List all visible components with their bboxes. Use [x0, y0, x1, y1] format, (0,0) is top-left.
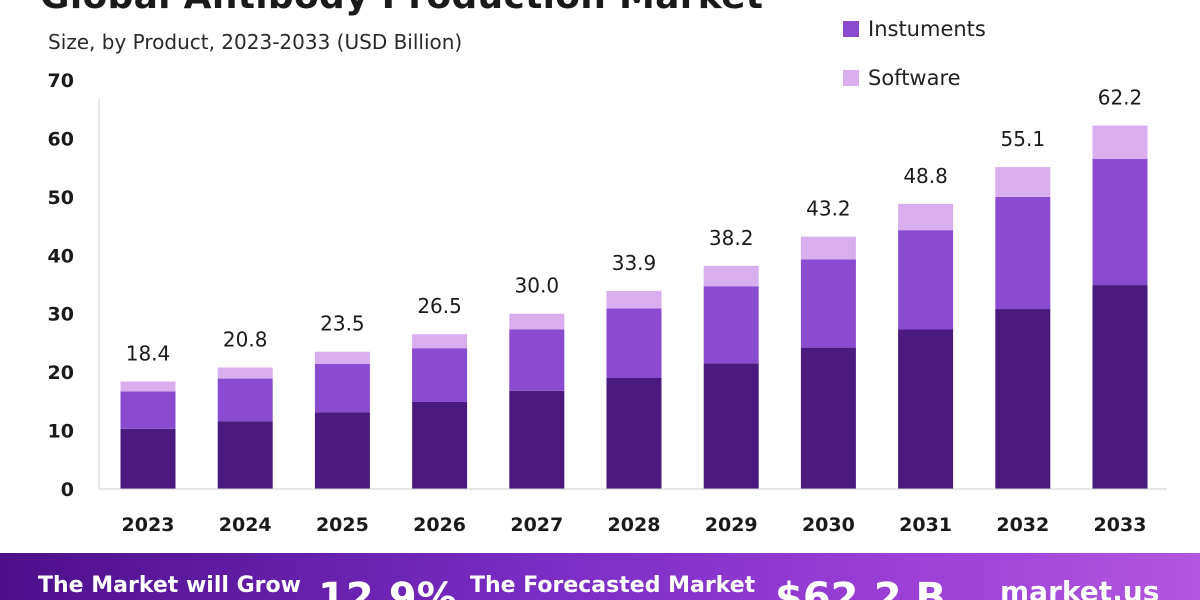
bar-segment-instruments	[1092, 158, 1148, 286]
bar-segment-instruments	[217, 378, 273, 422]
bar-total-label: 20.8	[223, 327, 268, 351]
x-tick-label: 2029	[705, 514, 758, 536]
banner-brand-logo[interactable]: market.us	[1000, 575, 1160, 600]
bar-segment-base	[120, 428, 176, 489]
bar-total-label: 33.9	[612, 251, 657, 275]
bar-segment-base	[606, 377, 662, 489]
bar-segment-instruments	[995, 196, 1051, 310]
x-tick-label: 2028	[608, 514, 661, 536]
bar-segment-base	[314, 412, 370, 489]
bar-segment-software	[314, 351, 370, 364]
banner-forecast-text: The Forecasted Market	[470, 573, 756, 598]
bar-total-label: 38.2	[709, 226, 754, 250]
banner-forecast-value: $62.2 B	[775, 575, 946, 600]
x-tick-label: 2025	[316, 514, 369, 536]
bar-segment-software	[217, 367, 273, 379]
bar-segment-software	[120, 381, 176, 392]
bar-segment-base	[995, 309, 1051, 489]
bar-segment-instruments	[412, 348, 468, 402]
chart-legend: Instuments Software	[843, 16, 986, 114]
y-tick-label: 0	[61, 479, 74, 501]
legend-item-software: Software	[843, 65, 986, 91]
bar-total-label: 48.8	[903, 164, 948, 188]
bar-total-label: 62.2	[1098, 86, 1143, 110]
y-tick-label: 20	[48, 362, 74, 384]
x-tick-label: 2033	[1094, 514, 1147, 536]
y-tick-label: 30	[48, 304, 74, 326]
bar-segment-instruments	[314, 363, 370, 413]
bar-segment-instruments	[898, 230, 954, 330]
bar-segment-instruments	[509, 329, 565, 391]
bar-segment-base	[800, 347, 856, 489]
chart-subtitle: Size, by Product, 2023-2033 (USD Billion…	[48, 30, 463, 54]
y-tick-label: 10	[48, 421, 74, 443]
bar-total-label: 18.4	[126, 341, 171, 365]
y-tick-label: 50	[48, 187, 74, 209]
bar-segment-base	[217, 421, 273, 489]
bar-segment-software	[995, 167, 1051, 197]
total-labels: 18.4 20.8 23.5 26.5 30.0 33.9 38.2 43.2 48.8 55.1…	[126, 86, 1143, 366]
bar-total-label: 55.1	[1001, 127, 1046, 151]
legend-swatch-software	[843, 70, 859, 86]
y-tick-label: 70	[48, 70, 74, 92]
bar-segment-base	[412, 401, 468, 489]
x-tick-label: 2026	[413, 514, 466, 536]
x-tick-label: 2027	[510, 514, 563, 536]
bar-segment-base	[509, 390, 565, 489]
y-tick-label: 40	[48, 245, 74, 267]
x-tick-label: 2030	[802, 514, 855, 536]
bar-segment-instruments	[800, 259, 856, 348]
x-tick-label: 2031	[899, 514, 952, 536]
x-axis: 2023 2024 2025 2026 2027 2028 2029 2030 2031 2032…	[99, 488, 1167, 536]
bar-segment-software	[898, 203, 954, 231]
chart-title: Global Antibody Production Market	[40, 0, 763, 17]
bar-segment-software	[606, 290, 662, 309]
bars	[120, 125, 1148, 489]
y-axis: 0 10 20 30 40 50 60 70	[48, 70, 100, 501]
bar-total-label: 23.5	[320, 312, 365, 336]
bar-segment-software	[800, 236, 856, 260]
bar-total-label: 30.0	[515, 274, 560, 298]
bar-segment-instruments	[606, 308, 662, 378]
x-tick-label: 2023	[122, 514, 175, 536]
bar-segment-base	[898, 329, 954, 489]
bar-segment-instruments	[120, 391, 176, 429]
bottom-banner: The Market will Grow 12.9% The Forecaste…	[0, 553, 1200, 600]
bar-segment-software	[412, 334, 468, 349]
bar-segment-software	[509, 313, 565, 330]
banner-cagr-value: 12.9%	[318, 575, 457, 600]
bar-segment-base	[1092, 285, 1148, 489]
bar-segment-instruments	[703, 286, 759, 364]
legend-label-software: Software	[868, 66, 961, 90]
bar-total-label: 43.2	[806, 197, 851, 221]
bar-segment-base	[703, 363, 759, 489]
x-tick-label: 2032	[996, 514, 1049, 536]
bar-segment-software	[1092, 125, 1148, 159]
x-tick-label: 2024	[219, 514, 272, 536]
legend-label-instruments: Instuments	[868, 17, 986, 41]
bar-segment-software	[703, 265, 759, 287]
legend-swatch-instruments	[843, 21, 859, 37]
bar-total-label: 26.5	[417, 294, 462, 318]
y-tick-label: 60	[48, 128, 74, 150]
banner-grow-text: The Market will Grow	[38, 573, 301, 598]
legend-item-instruments: Instuments	[843, 16, 986, 42]
